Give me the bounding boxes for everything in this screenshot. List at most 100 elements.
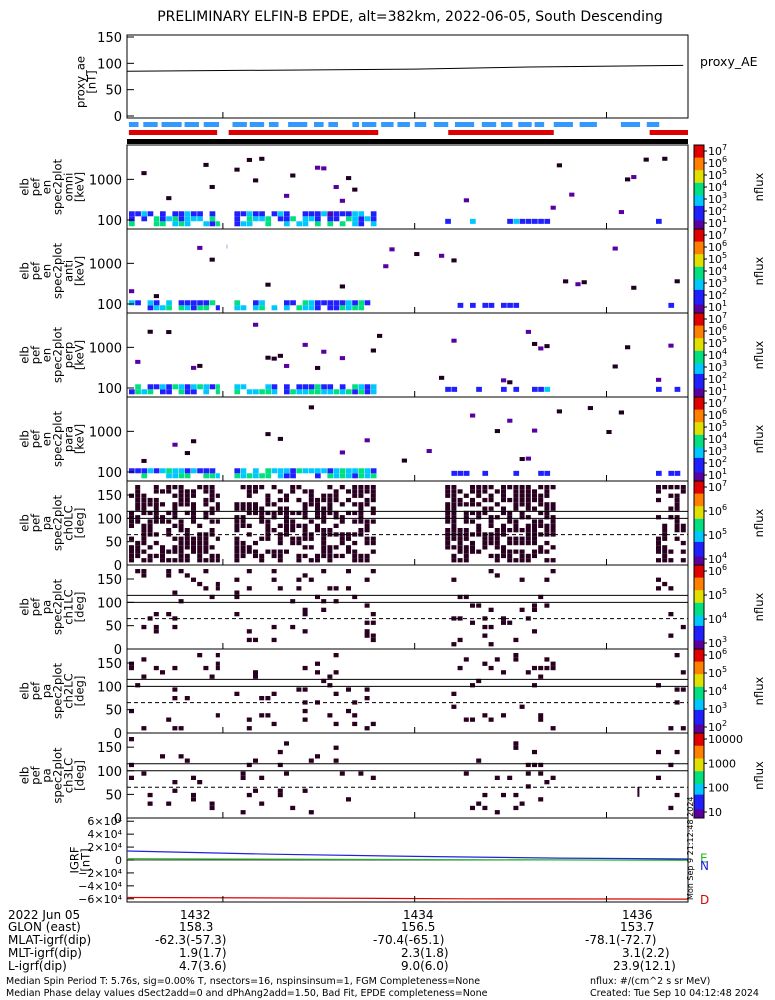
heat-cell [519, 553, 525, 559]
heat-cell [308, 577, 314, 582]
colorbar-step [694, 210, 704, 213]
heat-cell [445, 489, 451, 494]
colorbar-step [694, 455, 704, 459]
heat-cell [265, 384, 272, 390]
heat-cell [271, 468, 278, 474]
heat-cell [668, 506, 674, 511]
heat-cell [346, 687, 351, 692]
colorbar-step [694, 411, 704, 415]
heat-cell [451, 510, 457, 516]
heat-cell [240, 545, 246, 550]
heat-cell [445, 515, 451, 520]
colorbar-step [694, 184, 704, 188]
heat-cell [321, 389, 327, 395]
heat-cell [401, 458, 407, 463]
heat-cell [253, 674, 258, 679]
heat-cell [656, 497, 661, 503]
heat-cell [290, 489, 296, 494]
heat-cell [246, 762, 252, 768]
heat-cell [234, 468, 241, 474]
heat-cell [494, 558, 500, 563]
colorbar-step [694, 271, 704, 274]
colorbar-step [694, 300, 704, 303]
heat-cell [680, 624, 686, 630]
heat-cell [457, 470, 464, 476]
colorbar-step [694, 579, 704, 583]
heat-cell [147, 300, 154, 306]
heat-cell [513, 302, 520, 308]
ytick-label: 100 [97, 596, 122, 611]
ephem-value: 23.9(12.1) [613, 959, 676, 973]
heat-cell [246, 717, 252, 722]
heat-cell [445, 528, 451, 533]
heat-cell [550, 558, 556, 563]
heat-cell [674, 519, 680, 524]
heat-cell [513, 558, 519, 563]
heat-cell [352, 549, 358, 554]
heat-cell [315, 468, 321, 474]
heat-cell [277, 532, 283, 537]
ylabel-line: [keV] [73, 340, 87, 370]
heat-cell [519, 536, 525, 541]
colorbar-step [694, 403, 704, 406]
data-gap [221, 565, 227, 649]
heat-cell [271, 305, 278, 311]
heat-cell [246, 221, 253, 227]
heat-cell [315, 558, 320, 563]
heat-cell [203, 558, 209, 563]
colorbar-step [694, 567, 704, 570]
status-segment [553, 122, 573, 127]
colorbar-step [694, 424, 704, 427]
colorbar-step [694, 388, 704, 392]
heat-cell [135, 485, 141, 490]
colorbar-step [694, 313, 704, 316]
heat-cell [370, 519, 376, 524]
colorbar-tick-label: 101 [708, 383, 727, 398]
ylabel-line: elb [18, 346, 32, 364]
heat-cell [364, 438, 370, 443]
heat-cell [339, 221, 346, 227]
heat-cell [135, 519, 141, 524]
heat-cell [191, 493, 196, 498]
heat-cell [197, 536, 203, 541]
heat-cell [501, 670, 506, 675]
colorbar-step [694, 359, 704, 362]
heat-cell [240, 523, 246, 528]
heat-cell [209, 558, 215, 563]
heat-cell [451, 545, 457, 550]
colorbar-step [694, 214, 704, 217]
data-gap [221, 649, 227, 733]
heat-cell [141, 726, 147, 731]
heat-cell [525, 536, 531, 541]
colorbar-step [694, 767, 704, 770]
heat-cell [315, 754, 320, 759]
colorbar-step [694, 596, 704, 600]
heat-cell [271, 721, 277, 727]
heat-cell [153, 468, 160, 474]
heat-cell [476, 549, 482, 554]
status-segment [518, 122, 532, 127]
heat-cell [265, 536, 271, 541]
heat-cell [290, 536, 296, 541]
heat-cell [178, 221, 185, 227]
colorbar-step [694, 157, 704, 161]
colorbar-tick-label: 104 [708, 347, 727, 362]
heat-cell [172, 221, 179, 227]
heat-cell [488, 642, 494, 647]
heat-cell [259, 156, 265, 161]
heat-cell [370, 485, 376, 490]
heat-cell [172, 493, 178, 498]
heat-cell [209, 257, 215, 262]
heat-cell [265, 696, 271, 701]
heat-cell [296, 389, 303, 395]
heat-cell [147, 558, 153, 563]
heat-cell [197, 540, 203, 546]
heat-cell [197, 245, 203, 250]
heat-cell [544, 386, 551, 392]
colorbar-step [694, 298, 704, 301]
heat-cell [538, 510, 544, 516]
heat-cell [265, 549, 271, 554]
heat-cell [253, 502, 258, 507]
heat-cell [544, 780, 550, 785]
